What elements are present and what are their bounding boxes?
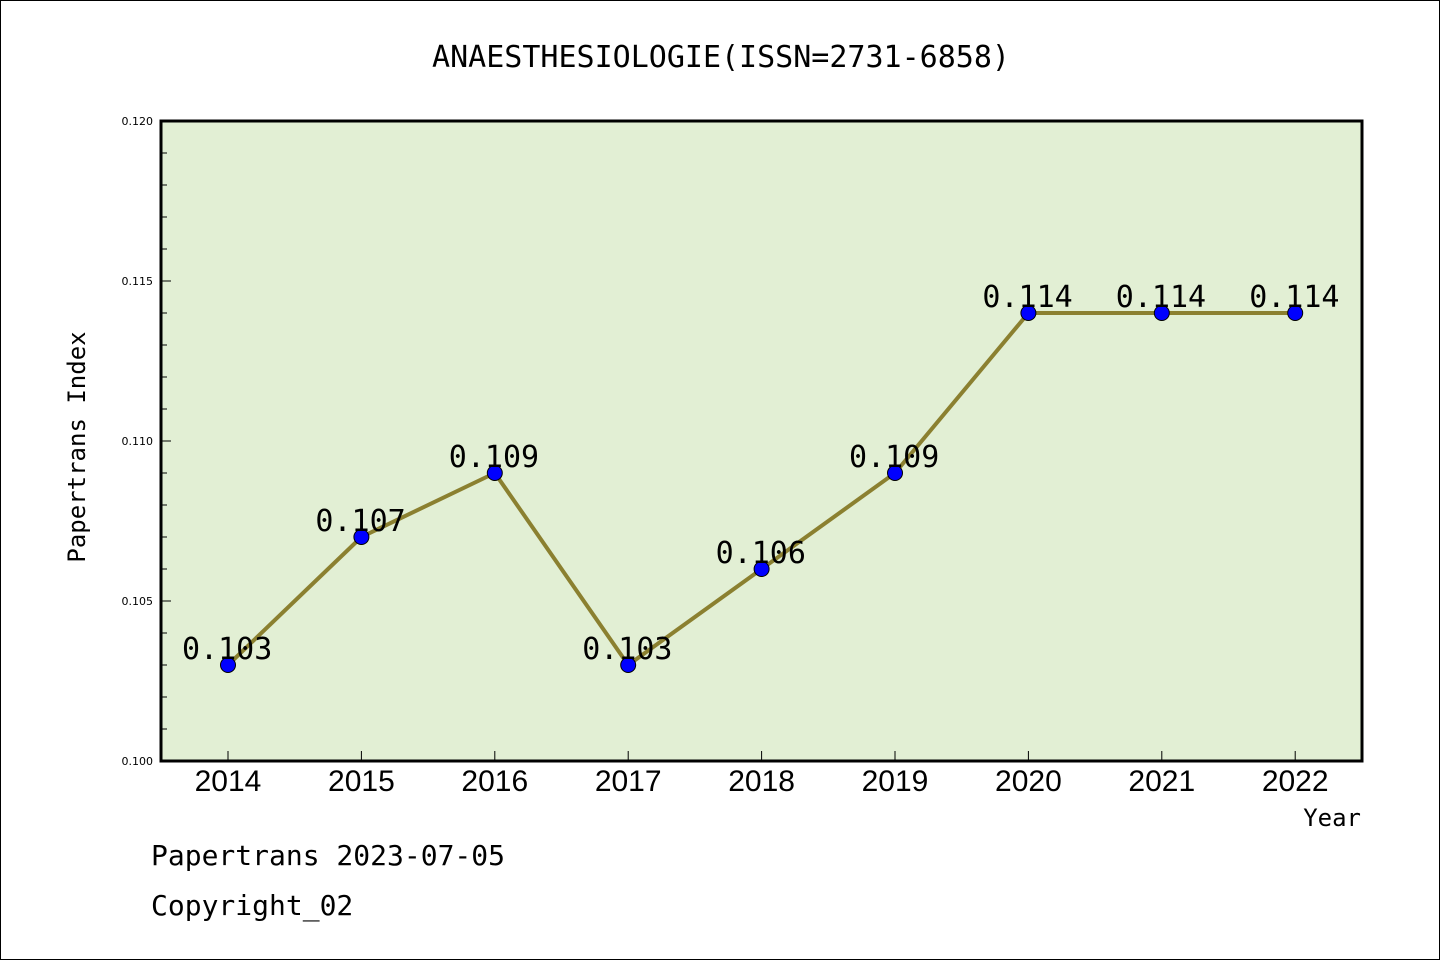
- y-axis: 0.100 0.105 0.110 0.115 0.120: [122, 115, 171, 768]
- data-point: [1287, 305, 1304, 321]
- x-tick-label: 2019: [862, 765, 929, 798]
- y-tick-label: 0.120: [122, 115, 154, 128]
- x-axis: 2014 2015 2016 2017 2018 2019 2020 2021 2022: [195, 751, 1329, 798]
- footer-copyright: Copyright_02: [151, 889, 353, 923]
- data-label: 0.103: [182, 632, 272, 667]
- data-point: [753, 561, 770, 577]
- data-label: 0.109: [849, 440, 939, 475]
- x-tick-label: 2016: [461, 765, 528, 798]
- data-point: [1153, 305, 1170, 321]
- x-tick-label: 2018: [728, 765, 795, 798]
- y-axis-label: Papertrans Index: [63, 331, 91, 562]
- data-point: [620, 657, 637, 673]
- data-label: 0.114: [1116, 280, 1206, 315]
- y-tick-label: 0.100: [122, 755, 154, 768]
- chart-title: ANAESTHESIOLOGIE(ISSN=2731-6858): [432, 40, 1010, 75]
- data-point: [887, 465, 903, 481]
- data-point: [220, 657, 236, 673]
- data-label: 0.106: [716, 536, 806, 571]
- series-line-group: [220, 305, 1304, 673]
- data-point: [1020, 305, 1037, 321]
- data-label: 0.114: [982, 280, 1072, 315]
- data-label: 0.103: [582, 632, 672, 667]
- x-axis-label: Year: [1303, 804, 1361, 832]
- footer-date: Papertrans 2023-07-05: [151, 839, 505, 872]
- data-label: 0.109: [449, 440, 539, 475]
- plot-area: [159, 119, 1364, 763]
- y-tick-label: 0.105: [122, 595, 154, 608]
- data-label: 0.107: [315, 504, 405, 539]
- y-tick-label: 0.115: [122, 275, 154, 288]
- data-label: 0.114: [1249, 280, 1339, 315]
- x-tick-label: 2017: [595, 765, 662, 798]
- data-label-group: 0.103 0.107 0.109 0.103 0.106 0.109 0.114 0.114…: [182, 280, 1340, 667]
- x-tick-label: 2021: [1128, 765, 1195, 798]
- x-tick-label: 2015: [328, 765, 395, 798]
- y-tick-label: 0.110: [122, 435, 154, 448]
- data-point: [486, 465, 503, 481]
- x-tick-label: 2020: [995, 765, 1062, 798]
- x-tick-label: 2022: [1262, 765, 1329, 798]
- data-point: [353, 529, 370, 545]
- x-tick-label: 2014: [195, 765, 262, 798]
